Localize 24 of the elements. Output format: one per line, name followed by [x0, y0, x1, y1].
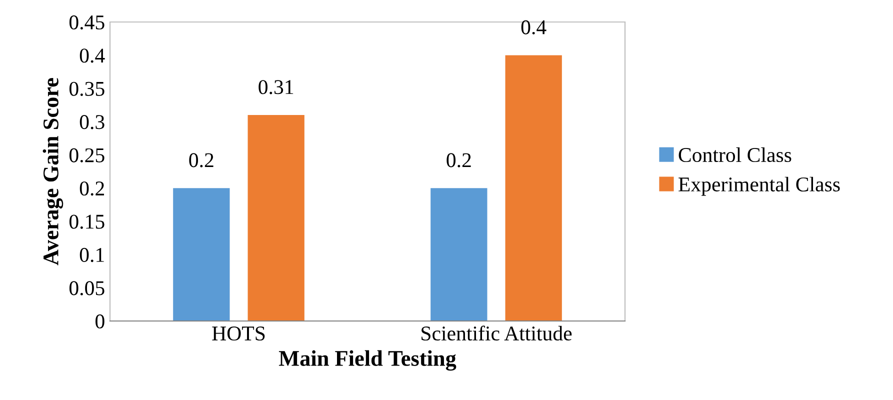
legend-label: Control Class — [678, 147, 792, 162]
bar — [173, 188, 230, 321]
x-axis-title: Main Field Testing — [278, 350, 456, 371]
y-tick-label: 0.25 — [69, 148, 104, 162]
x-tick-label: HOTS — [212, 326, 265, 341]
y-tick-label: 0.1 — [80, 248, 104, 262]
bar — [430, 188, 488, 321]
y-tick-label: 0 — [96, 314, 104, 328]
y-tick-label: 0.45 — [69, 15, 104, 30]
data-label: 0.31 — [258, 80, 294, 94]
data-label: 0.4 — [521, 20, 546, 34]
y-tick-label: 0.05 — [69, 281, 104, 296]
bar — [248, 115, 304, 321]
legend-label: Experimental Class — [678, 176, 840, 196]
data-label: 0.2 — [189, 153, 214, 168]
y-tick-label: 0.35 — [69, 82, 104, 96]
bar — [505, 55, 562, 321]
y-tick-label: 0.15 — [69, 214, 104, 229]
y-axis-title: Average Gain Score — [42, 78, 64, 266]
data-label: 0.2 — [446, 153, 471, 168]
x-tick-label: Scientific Attitude — [422, 326, 572, 341]
y-tick-label: 0.4 — [80, 48, 105, 63]
y-tick-label: 0.3 — [80, 115, 104, 130]
y-tick-label: 0.2 — [80, 181, 104, 196]
